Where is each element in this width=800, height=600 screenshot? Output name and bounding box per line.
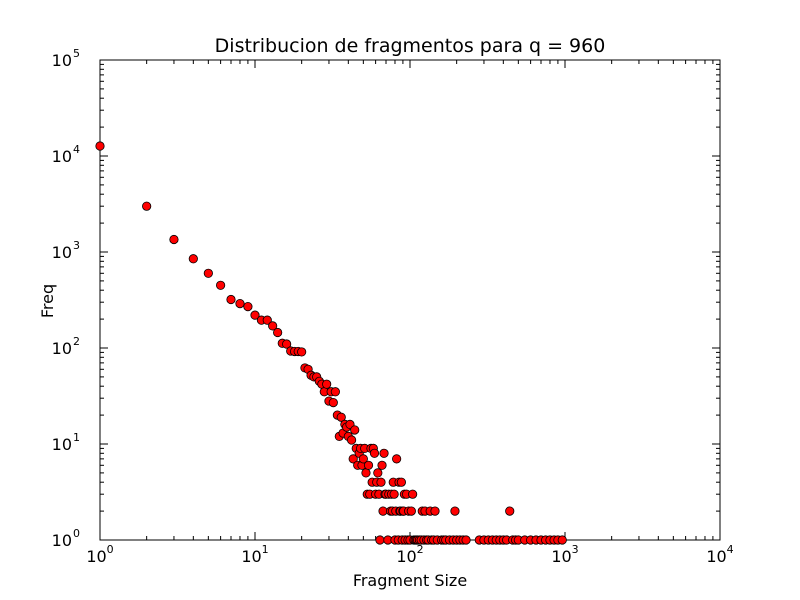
- data-point: [505, 506, 515, 516]
- data-point: [336, 412, 346, 422]
- data-point: [235, 299, 245, 309]
- y-tick-exponent: 4: [73, 143, 80, 156]
- y-tick-label: 10: [52, 435, 72, 454]
- x-tick-label: 103: [551, 543, 578, 566]
- data-point: [203, 268, 213, 278]
- data-point: [376, 477, 386, 487]
- y-tick-label: 10: [52, 51, 72, 70]
- y-tick-label: 10: [52, 531, 72, 550]
- data-point: [408, 489, 418, 499]
- data-point: [262, 315, 272, 325]
- data-point: [169, 234, 179, 245]
- data-point: [557, 535, 567, 545]
- y-tick-label: 10: [52, 339, 72, 358]
- x-axis-label: Fragment Size: [353, 571, 467, 590]
- data-point: [322, 379, 332, 389]
- data-point: [373, 468, 383, 478]
- data-point: [358, 454, 368, 464]
- data-point: [430, 506, 440, 516]
- data-point: [461, 535, 471, 545]
- y-tick-exponent: 2: [73, 335, 80, 348]
- y-tick-exponent: 0: [73, 527, 80, 540]
- x-tick-label: 102: [396, 543, 423, 566]
- data-point: [406, 506, 416, 516]
- data-point: [379, 448, 389, 458]
- data-point: [328, 397, 338, 408]
- data-point: [188, 254, 198, 264]
- data-point: [378, 506, 388, 516]
- data-point: [95, 141, 105, 151]
- data-point: [363, 460, 374, 470]
- data-point: [142, 201, 152, 211]
- data-point: [250, 310, 260, 320]
- data-point: [377, 460, 387, 470]
- data-point: [268, 321, 278, 331]
- data-point: [226, 294, 236, 305]
- plot-area: [99, 59, 721, 541]
- data-point: [361, 468, 371, 478]
- y-tick-label: 10: [52, 147, 72, 166]
- data-point: [392, 454, 402, 464]
- data-point: [216, 280, 226, 290]
- data-point: [297, 347, 307, 357]
- x-tick-label: 101: [241, 543, 268, 566]
- y-tick-label: 10: [52, 243, 72, 262]
- x-tick-label: 104: [706, 543, 733, 566]
- data-point: [375, 535, 385, 545]
- data-point: [348, 454, 358, 464]
- y-tick-exponent: 3: [73, 239, 80, 252]
- data-markers: [95, 141, 567, 545]
- data-point: [369, 448, 380, 458]
- plot-frame: [99, 59, 721, 541]
- chart-title: Distribucion de fragmentos para q = 960: [215, 35, 606, 57]
- x-tick-label: 100: [86, 543, 113, 566]
- data-point: [330, 387, 340, 397]
- data-point: [396, 477, 406, 487]
- data-point: [273, 327, 283, 338]
- data-point: [346, 435, 357, 445]
- y-axis-label: Freq: [38, 284, 57, 318]
- data-point: [243, 301, 253, 312]
- data-point: [450, 506, 460, 516]
- data-point: [350, 425, 360, 435]
- data-point: [282, 339, 292, 349]
- y-tick-exponent: 5: [73, 47, 80, 60]
- data-point: [389, 489, 399, 499]
- y-tick-exponent: 1: [73, 431, 80, 444]
